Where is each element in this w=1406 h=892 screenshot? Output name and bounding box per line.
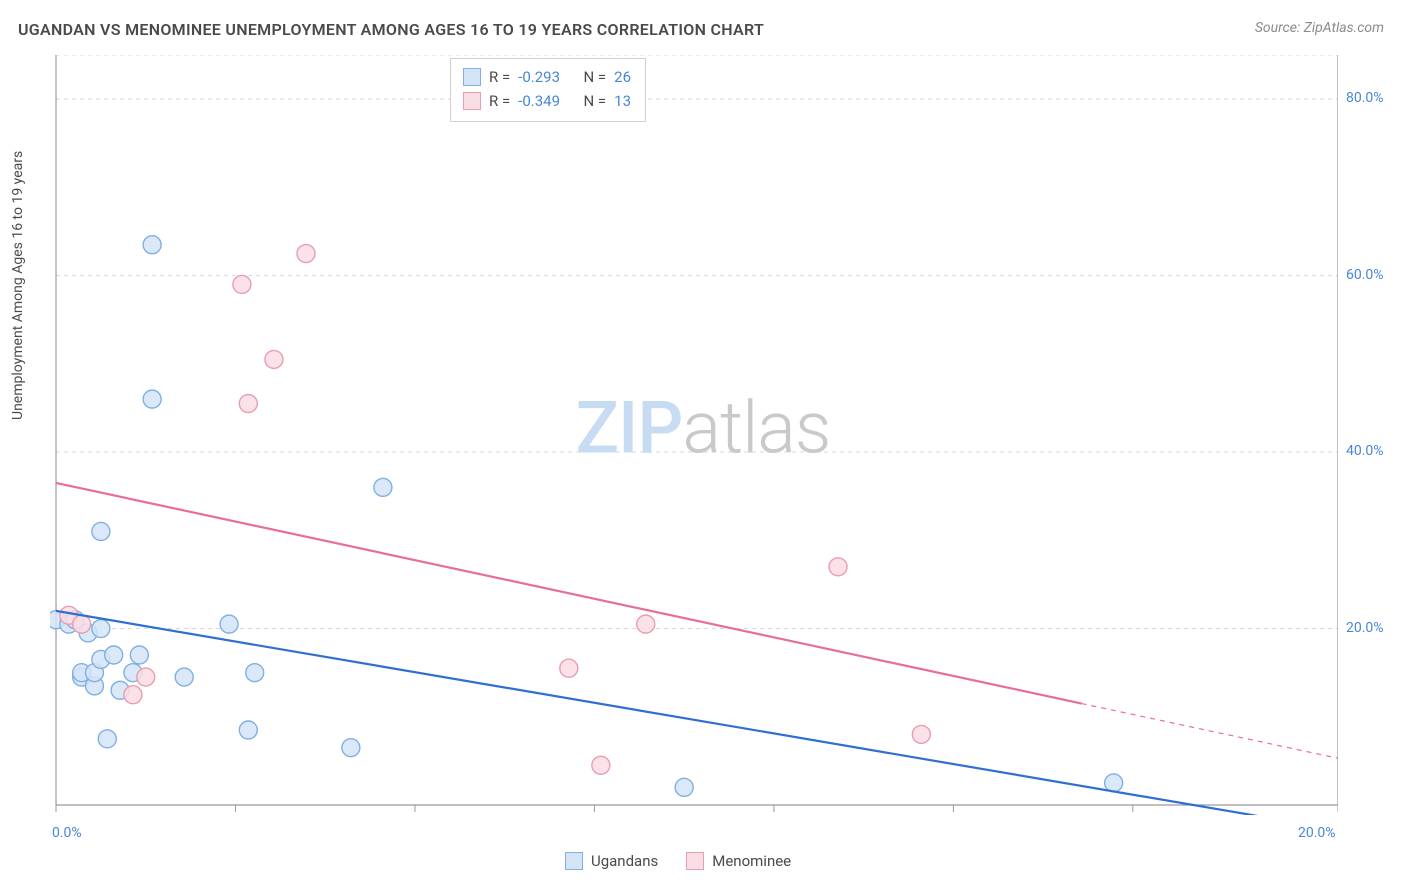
y-tick-label: 60.0% [1346, 267, 1348, 283]
x-tick-label: 0.0% [52, 825, 82, 841]
y-axis-label: Unemployment Among Ages 16 to 19 years [10, 151, 26, 420]
n-value: 13 [614, 89, 631, 113]
source-attribution: Source: ZipAtlas.com [1255, 20, 1384, 36]
correlation-stats-box: R = -0.293 N = 26 R = -0.349 N = 13 [450, 58, 646, 122]
swatch-icon [686, 852, 704, 870]
bottom-legend: Ugandans Menominee [565, 852, 791, 870]
chart-plot-area [50, 55, 1338, 815]
swatch-icon [463, 68, 481, 86]
legend-label: Ugandans [591, 852, 658, 870]
source-name: ZipAtlas.com [1304, 20, 1384, 36]
r-label: R = [489, 65, 510, 89]
x-tick-label: 20.0% [1298, 825, 1336, 841]
n-label: N = [583, 89, 606, 113]
source-label: Source: [1255, 20, 1304, 36]
chart-title: UGANDAN VS MENOMINEE UNEMPLOYMENT AMONG … [18, 20, 764, 39]
n-value: 26 [614, 65, 631, 89]
stats-row: R = -0.293 N = 26 [463, 65, 631, 89]
stats-row: R = -0.349 N = 13 [463, 89, 631, 113]
n-label: N = [583, 65, 606, 89]
y-tick-label: 20.0% [1346, 620, 1348, 636]
r-value: -0.293 [518, 65, 560, 89]
legend-item: Ugandans [565, 852, 658, 870]
legend-label: Menominee [712, 852, 791, 870]
legend-item: Menominee [686, 852, 791, 870]
swatch-icon [565, 852, 583, 870]
y-tick-label: 40.0% [1346, 443, 1348, 459]
r-label: R = [489, 89, 510, 113]
y-tick-label: 80.0% [1346, 90, 1348, 106]
r-value: -0.349 [518, 89, 560, 113]
scatter-chart-svg [50, 55, 1338, 815]
swatch-icon [463, 92, 481, 110]
